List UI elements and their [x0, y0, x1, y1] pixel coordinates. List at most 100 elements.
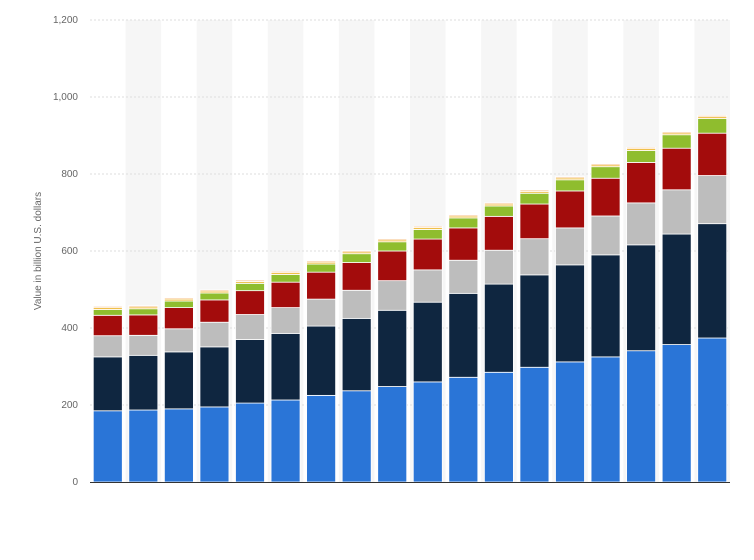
bar-segment[interactable]	[235, 402, 265, 483]
bar-segment[interactable]	[199, 299, 230, 323]
bar-segment[interactable]	[377, 250, 408, 282]
bar-segment[interactable]	[235, 339, 265, 404]
bar-segment[interactable]	[590, 215, 621, 256]
bar-segment[interactable]	[199, 289, 230, 292]
bar-segment[interactable]	[661, 131, 692, 134]
bar-segment[interactable]	[412, 269, 443, 303]
bar-segment[interactable]	[92, 306, 123, 308]
bar-segment[interactable]	[661, 189, 692, 235]
bar-segment[interactable]	[235, 290, 265, 315]
bar-segment[interactable]	[697, 118, 728, 134]
bar-segment[interactable]	[128, 409, 159, 483]
bar-segment[interactable]	[555, 176, 585, 179]
bar-segment[interactable]	[519, 274, 550, 368]
bar-segment[interactable]	[270, 399, 301, 483]
bar-segment[interactable]	[235, 282, 265, 292]
bar-segment[interactable]	[92, 309, 123, 316]
bar-segment[interactable]	[626, 150, 657, 163]
bar-segment[interactable]	[626, 162, 657, 204]
bar-segment[interactable]	[270, 307, 301, 334]
bar-segment[interactable]	[128, 314, 159, 336]
bar-segment[interactable]	[661, 134, 692, 149]
bar-segment[interactable]	[555, 264, 585, 363]
bar-segment[interactable]	[483, 249, 514, 285]
bar-segment[interactable]	[448, 259, 479, 294]
bar-segment[interactable]	[697, 175, 728, 225]
bar-segment[interactable]	[448, 214, 479, 217]
bar-segment[interactable]	[555, 179, 585, 192]
bar-segment[interactable]	[235, 314, 265, 340]
bar-segment[interactable]	[199, 321, 230, 348]
bar-segment[interactable]	[590, 177, 621, 217]
bar-segment[interactable]	[235, 279, 265, 282]
bar-segment[interactable]	[626, 202, 657, 246]
bar-segment[interactable]	[341, 250, 372, 253]
bar-segment[interactable]	[483, 283, 514, 373]
bar-segment[interactable]	[448, 227, 479, 261]
bar-segment[interactable]	[519, 238, 550, 276]
bar-segment[interactable]	[341, 317, 372, 392]
bar-segment[interactable]	[448, 376, 479, 483]
bar-segment[interactable]	[590, 254, 621, 358]
bar-segment[interactable]	[483, 371, 514, 483]
bar-segment[interactable]	[377, 386, 408, 483]
bar-segment[interactable]	[163, 408, 194, 483]
bar-segment[interactable]	[626, 147, 657, 149]
bar-segment[interactable]	[92, 410, 123, 483]
bar-segment[interactable]	[128, 334, 159, 356]
bar-segment[interactable]	[697, 132, 728, 176]
bar-segment[interactable]	[483, 202, 514, 205]
bar-segment[interactable]	[412, 229, 443, 240]
bar-segment[interactable]	[590, 166, 621, 179]
bar-segment[interactable]	[128, 305, 159, 308]
bar-segment[interactable]	[92, 314, 123, 337]
bar-segment[interactable]	[270, 281, 301, 308]
bar-segment[interactable]	[626, 244, 657, 352]
bar-segment[interactable]	[590, 163, 621, 166]
bar-segment[interactable]	[163, 307, 194, 330]
bar-segment[interactable]	[448, 217, 479, 229]
bar-segment[interactable]	[590, 356, 621, 483]
bar-segment[interactable]	[661, 147, 692, 191]
bar-segment[interactable]	[306, 263, 337, 273]
bar-segment[interactable]	[412, 238, 443, 271]
bar-segment[interactable]	[661, 344, 692, 483]
bar-segment[interactable]	[483, 205, 514, 217]
bar-segment[interactable]	[199, 346, 230, 408]
bar-segment[interactable]	[519, 366, 550, 483]
bar-segment[interactable]	[377, 238, 408, 241]
bar-segment[interactable]	[377, 309, 408, 387]
bar-segment[interactable]	[128, 354, 159, 411]
bar-segment[interactable]	[697, 223, 728, 339]
bar-segment[interactable]	[626, 350, 657, 483]
bar-segment[interactable]	[412, 301, 443, 383]
bar-segment[interactable]	[519, 189, 550, 192]
bar-segment[interactable]	[341, 390, 372, 483]
bar-segment[interactable]	[306, 394, 337, 483]
bar-segment[interactable]	[341, 262, 372, 291]
bar-segment[interactable]	[270, 332, 301, 401]
bar-segment[interactable]	[697, 337, 728, 483]
bar-segment[interactable]	[128, 308, 159, 316]
bar-segment[interactable]	[412, 225, 443, 228]
bar-segment[interactable]	[555, 190, 585, 229]
bar-segment[interactable]	[341, 253, 372, 263]
bar-segment[interactable]	[163, 328, 194, 353]
bar-segment[interactable]	[270, 274, 301, 283]
bar-segment[interactable]	[270, 271, 301, 273]
bar-segment[interactable]	[519, 203, 550, 240]
bar-segment[interactable]	[341, 289, 372, 319]
bar-segment[interactable]	[555, 361, 585, 483]
bar-segment[interactable]	[163, 297, 194, 300]
bar-segment[interactable]	[306, 325, 337, 396]
bar-segment[interactable]	[306, 271, 337, 300]
bar-segment[interactable]	[199, 406, 230, 483]
bar-segment[interactable]	[555, 227, 585, 266]
bar-segment[interactable]	[199, 292, 230, 301]
bar-segment[interactable]	[483, 215, 514, 251]
bar-segment[interactable]	[306, 298, 337, 327]
bar-segment[interactable]	[92, 335, 123, 358]
bar-segment[interactable]	[306, 260, 337, 263]
bar-segment[interactable]	[519, 192, 550, 205]
bar-segment[interactable]	[163, 351, 194, 410]
